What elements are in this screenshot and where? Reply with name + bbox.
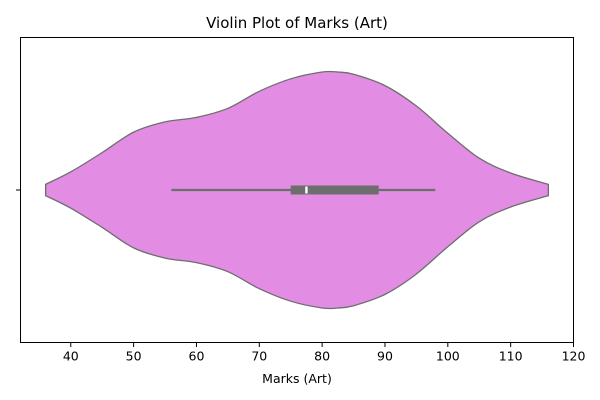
x-tick-label: 70 xyxy=(251,349,267,364)
x-axis-label: Marks (Art) xyxy=(262,371,332,386)
box-layer xyxy=(171,185,436,195)
x-tick-label: 110 xyxy=(499,349,523,364)
x-tick-label: 100 xyxy=(436,349,460,364)
median-marker xyxy=(305,186,308,194)
x-tick-label: 40 xyxy=(63,349,79,364)
x-axis: 40 50 60 70 80 90 100 110 120 xyxy=(63,342,586,364)
x-tick-label: 50 xyxy=(126,349,142,364)
x-tick-label: 60 xyxy=(189,349,205,364)
x-tick-label: 80 xyxy=(314,349,330,364)
x-tick-label: 90 xyxy=(377,349,393,364)
x-tick-label: 120 xyxy=(562,349,586,364)
chart-title: Violin Plot of Marks (Art) xyxy=(206,14,388,32)
interquartile-box xyxy=(290,185,379,195)
